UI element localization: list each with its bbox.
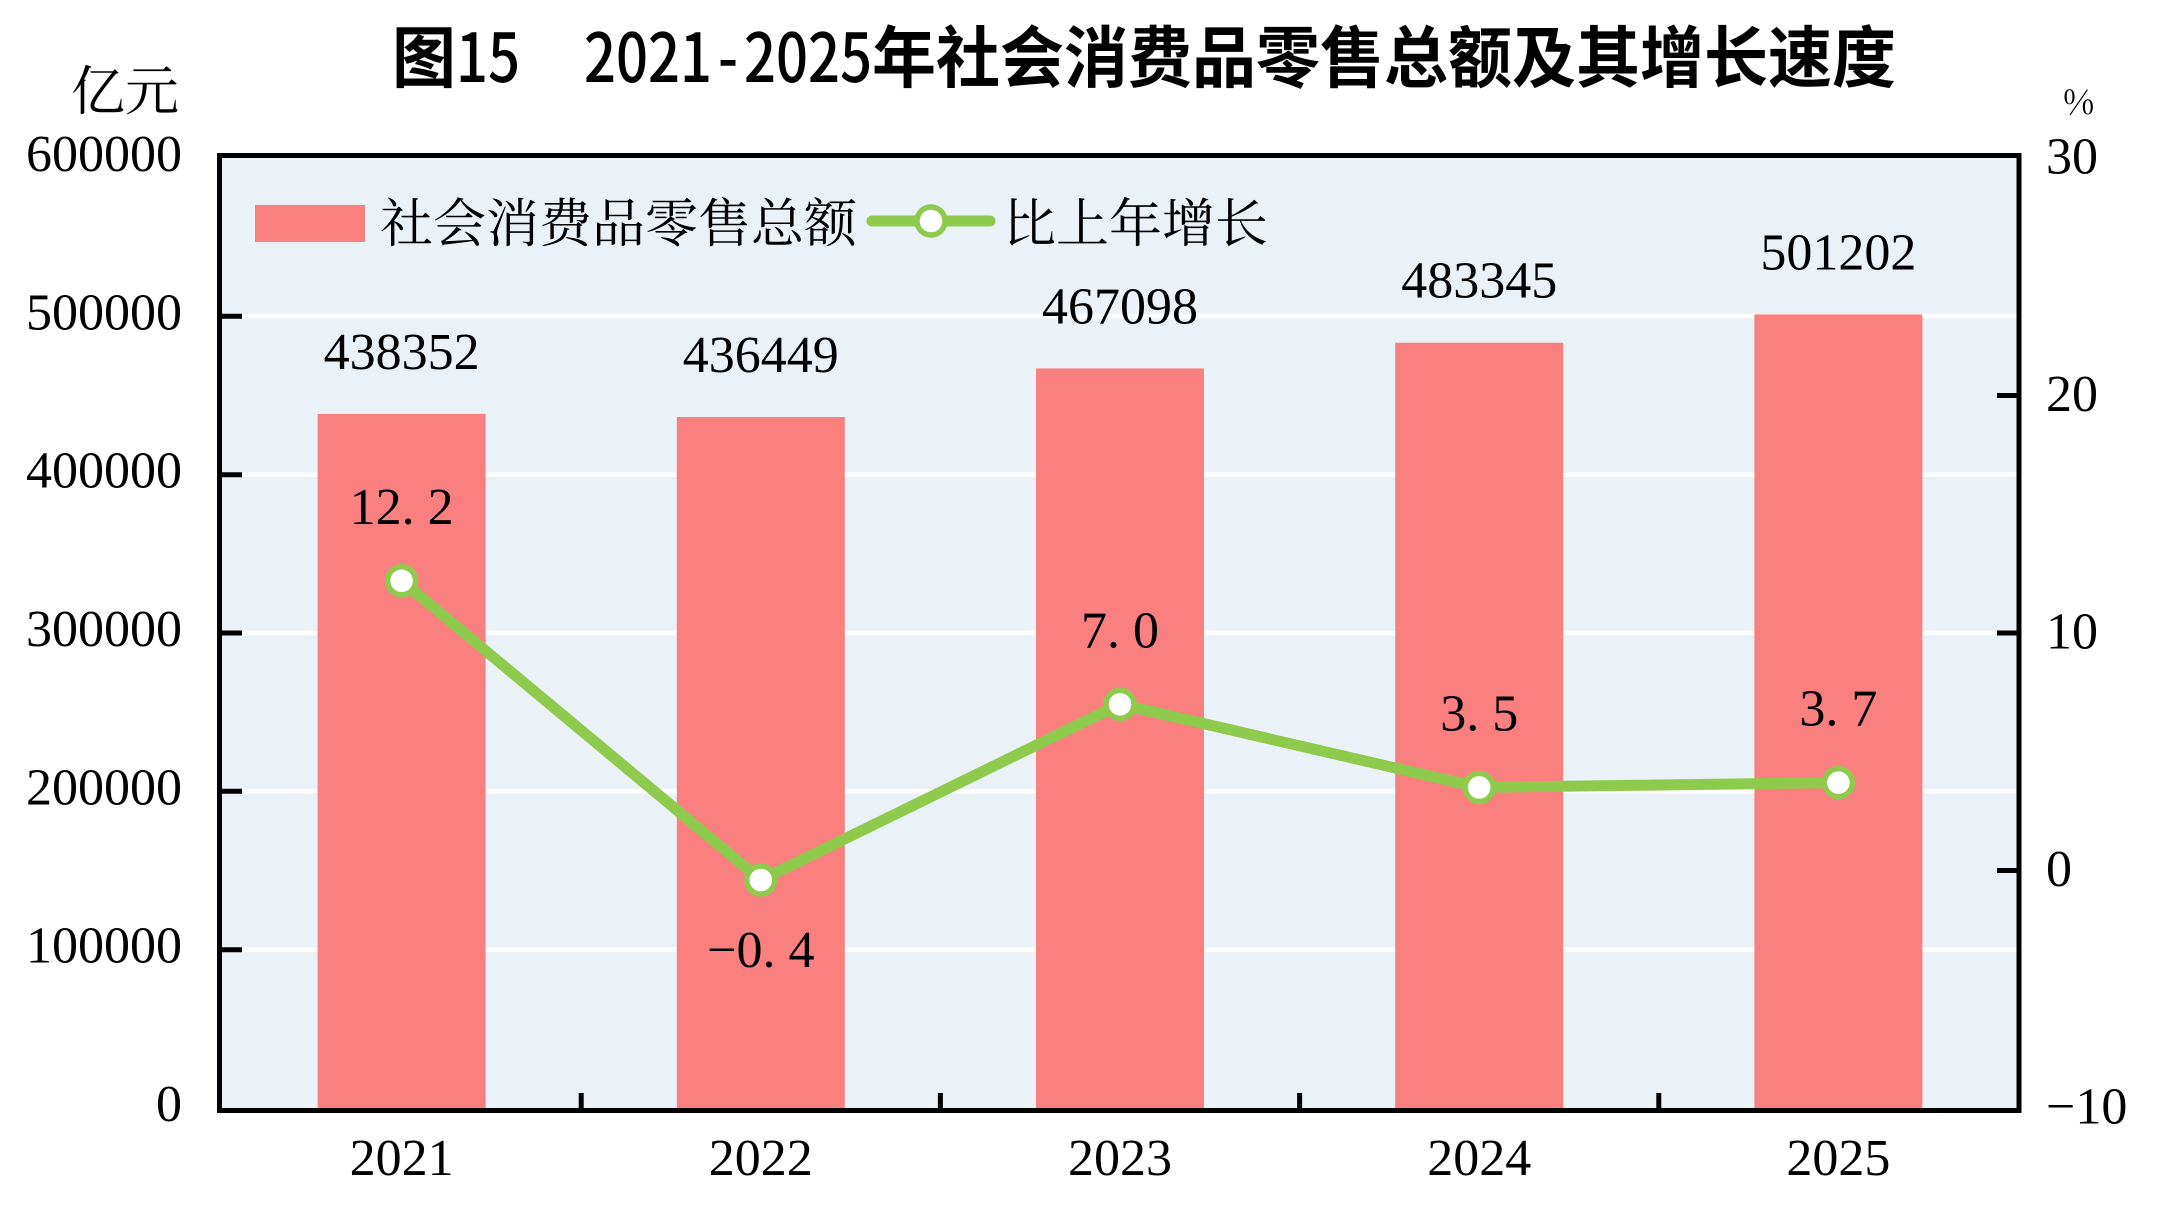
svg-text:−0. 4: −0. 4 <box>707 922 814 979</box>
svg-text:200000: 200000 <box>26 759 182 816</box>
svg-text:501202: 501202 <box>1760 224 1916 281</box>
svg-text:483345: 483345 <box>1401 253 1557 310</box>
svg-text:400000: 400000 <box>26 443 182 500</box>
svg-text:12. 2: 12. 2 <box>350 479 454 536</box>
svg-text:300000: 300000 <box>26 601 182 658</box>
svg-text:−10: −10 <box>2046 1079 2127 1136</box>
svg-text:2021: 2021 <box>350 1130 454 1187</box>
svg-text:20: 20 <box>2046 366 2098 423</box>
svg-text:2023: 2023 <box>1068 1130 1172 1187</box>
svg-text:3. 5: 3. 5 <box>1440 685 1518 742</box>
svg-text:500000: 500000 <box>26 284 182 341</box>
svg-text:436449: 436449 <box>683 327 839 384</box>
svg-text:3. 7: 3. 7 <box>1799 681 1877 738</box>
svg-text:467098: 467098 <box>1042 278 1198 335</box>
svg-text:2024: 2024 <box>1427 1130 1531 1187</box>
svg-text:30: 30 <box>2046 129 2098 186</box>
svg-text:0: 0 <box>2046 841 2072 898</box>
svg-text:10: 10 <box>2046 604 2098 661</box>
svg-text:2025: 2025 <box>1786 1130 1890 1187</box>
svg-text:600000: 600000 <box>26 126 182 183</box>
svg-text:2022: 2022 <box>709 1130 813 1187</box>
svg-text:7. 0: 7. 0 <box>1081 602 1159 659</box>
svg-text:438352: 438352 <box>324 324 480 381</box>
svg-text:100000: 100000 <box>26 918 182 975</box>
svg-text:0: 0 <box>156 1076 182 1133</box>
